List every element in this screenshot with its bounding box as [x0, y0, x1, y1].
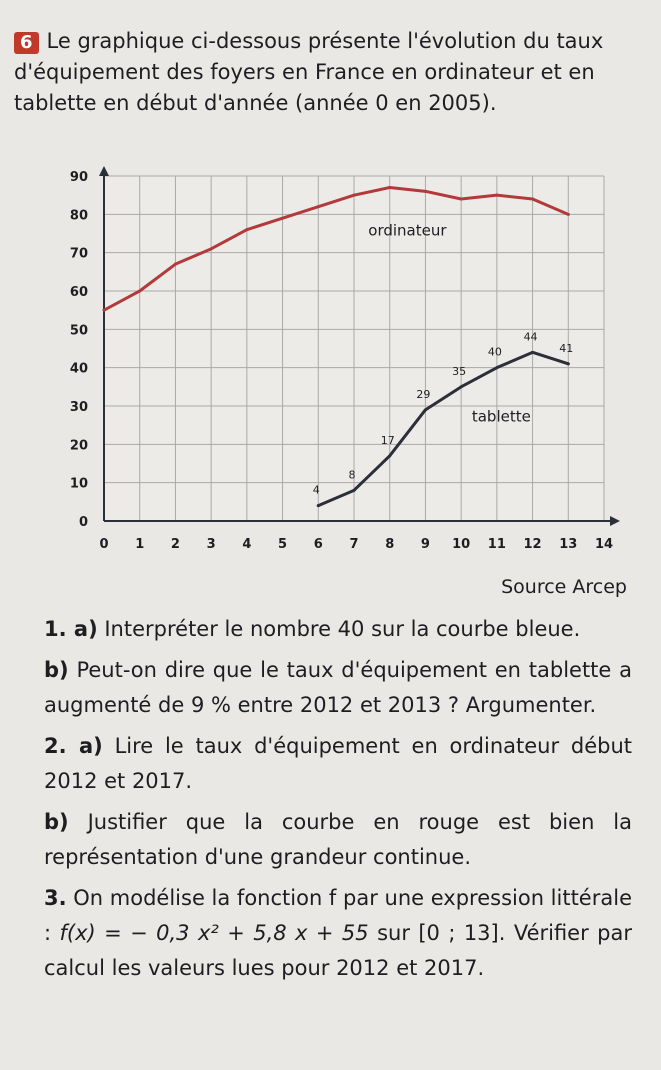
data-point-ordinateur — [459, 197, 463, 201]
x-tick-label: 4 — [242, 537, 251, 552]
y-tick-label: 60 — [70, 285, 88, 300]
x-tick-label: 11 — [488, 537, 506, 552]
x-tick-label: 6 — [314, 537, 323, 552]
data-label-tablette: 4 — [313, 484, 320, 497]
chart-source: Source Arcep — [501, 576, 627, 598]
x-tick-label: 10 — [452, 537, 470, 552]
line-chart: 0 1 2 3 4 5 6 7 8 9 10 11 12 13 140102030405060708090 … — [70, 166, 620, 552]
data-point-ordinateur — [245, 228, 249, 232]
data-point-tablette — [316, 504, 320, 508]
question-2a: 2. a) Lire le taux d'équipement en ordin… — [44, 729, 632, 799]
data-label-tablette: 41 — [559, 342, 573, 355]
data-point-tablette — [459, 385, 463, 389]
question-3-formula: f(x) = − 0,3 x² + 5,8 x + 55 — [59, 921, 369, 945]
data-point-ordinateur — [209, 247, 213, 251]
chart-grid — [104, 175, 605, 521]
question-2b-number: b) — [44, 810, 69, 834]
y-axis-arrow — [99, 166, 109, 176]
series-line-ordinateur — [102, 186, 570, 312]
data-label-tablette: 8 — [349, 468, 356, 481]
data-point-tablette — [531, 350, 535, 354]
x-tick-label: 0 — [99, 537, 108, 552]
question-1a: 1. a) Interpréter le nombre 40 sur la co… — [44, 612, 632, 647]
x-tick-label: 5 — [278, 537, 287, 552]
data-point-ordinateur — [138, 289, 142, 293]
data-point-ordinateur — [173, 262, 177, 266]
questions-block: 1. a) Interpréter le nombre 40 sur la co… — [44, 612, 632, 992]
question-3-text-before: On modélise la fonction f par une expres… — [44, 886, 632, 945]
x-tick-label: 7 — [349, 537, 358, 552]
data-point-ordinateur — [281, 216, 285, 220]
question-3: 3. On modélise la fonction f par une exp… — [44, 881, 632, 986]
data-point-tablette — [388, 454, 392, 458]
x-tick-label: 2 — [171, 537, 180, 552]
y-tick-label: 70 — [70, 247, 88, 262]
exercise-number-badge: 6 — [14, 32, 39, 54]
x-tick-label: 3 — [207, 537, 216, 552]
data-point-tablette — [495, 366, 499, 370]
data-point-ordinateur — [352, 193, 356, 197]
x-tick-label: 8 — [385, 537, 394, 552]
data-point-ordinateur — [388, 186, 392, 189]
y-tick-label: 80 — [70, 208, 88, 223]
question-2b-text: Justifier que la courbe en rouge est bie… — [44, 810, 632, 869]
question-1b-text: Peut-on dire que le taux d'équipement en… — [44, 658, 632, 717]
question-1b-number: b) — [44, 658, 69, 682]
y-tick-label: 40 — [70, 362, 88, 377]
data-point-ordinateur — [495, 193, 499, 197]
question-2a-number: 2. a) — [44, 734, 103, 758]
y-tick-label: 0 — [79, 515, 88, 530]
data-point-ordinateur — [531, 197, 535, 201]
data-label-tablette: 35 — [452, 365, 466, 378]
exercise-intro-text: Le graphique ci-dessous présente l'évolu… — [14, 29, 604, 115]
x-axis-arrow — [610, 516, 620, 526]
chart-labels: 4 8 17 29 35 40 44 41 ordinateur tablette — [313, 221, 574, 496]
y-tick-label: 30 — [70, 400, 88, 415]
x-tick-label: 13 — [559, 537, 577, 552]
data-label-tablette: 17 — [381, 434, 395, 447]
series-line-tablette — [316, 350, 570, 508]
question-3-text-after: sur [0 ; 13]. Vérifier par calcul les va… — [44, 921, 632, 980]
question-2a-text: Lire le taux d'équipement en ordinateur … — [44, 734, 632, 793]
y-tick-label: 20 — [70, 438, 88, 453]
y-tick-label: 90 — [70, 170, 88, 185]
data-label-tablette: 29 — [416, 388, 430, 401]
data-label-tablette: 44 — [524, 330, 538, 343]
data-point-ordinateur — [423, 189, 427, 193]
question-1a-text: Interpréter le nombre 40 sur la courbe b… — [104, 617, 581, 641]
question-2b: b) Justifier que la courbe en rouge est … — [44, 805, 632, 875]
x-tick-label: 1 — [135, 537, 144, 552]
exercise-intro: 6 Le graphique ci-dessous présente l'évol… — [14, 26, 650, 119]
x-tick-label: 9 — [421, 537, 430, 552]
chart-series — [102, 186, 570, 508]
data-point-ordinateur — [316, 205, 320, 209]
x-tick-label: 12 — [524, 537, 542, 552]
data-point-ordinateur — [102, 308, 106, 312]
data-point-tablette — [423, 408, 427, 412]
question-3-number: 3. — [44, 886, 67, 910]
y-tick-label: 10 — [70, 477, 88, 492]
series-label-ordinateur: ordinateur — [368, 221, 447, 239]
y-tick-label: 50 — [70, 323, 88, 338]
data-point-ordinateur — [566, 212, 570, 216]
x-tick-label: 14 — [595, 537, 613, 552]
question-1b: b) Peut-on dire que le taux d'équipement… — [44, 653, 632, 723]
data-point-tablette — [566, 362, 570, 366]
data-label-tablette: 40 — [488, 346, 502, 359]
question-1a-number: 1. a) — [44, 617, 98, 641]
data-point-tablette — [352, 488, 356, 492]
series-label-tablette: tablette — [472, 407, 531, 425]
